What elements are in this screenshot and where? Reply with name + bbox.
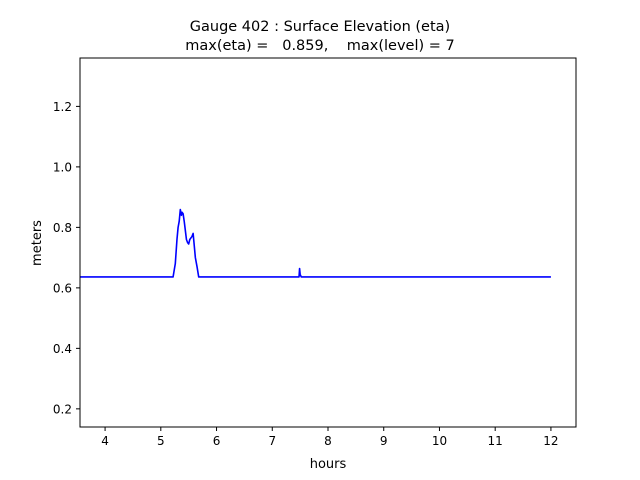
x-tick-label: 6: [213, 434, 221, 448]
y-tick-label: 0.2: [53, 402, 72, 416]
plot-frame: [79, 57, 577, 428]
chart-subtitle: max(eta) = 0.859, max(level) = 7: [185, 38, 455, 54]
x-tick-label: 9: [380, 434, 388, 448]
series-line: [80, 208, 551, 278]
x-tick-label: 7: [268, 434, 276, 448]
y-tick-label: 0.4: [53, 342, 72, 356]
y-tick-label: 1.0: [53, 160, 72, 174]
x-tick-label: 8: [324, 434, 332, 448]
x-tick-label: 4: [101, 434, 109, 448]
x-tick-label: 10: [432, 434, 447, 448]
x-tick-label: 12: [543, 434, 558, 448]
y-axis-label: meters: [30, 220, 45, 266]
y-tick-label: 0.6: [53, 281, 72, 295]
y-tick-label: 1.2: [53, 100, 72, 114]
x-axis-label: hours: [310, 457, 347, 472]
x-tick-label: 11: [488, 434, 503, 448]
x-tick-label: 5: [157, 434, 165, 448]
chart-title: Gauge 402 : Surface Elevation (eta): [190, 19, 450, 35]
y-tick-label: 0.8: [53, 221, 72, 235]
